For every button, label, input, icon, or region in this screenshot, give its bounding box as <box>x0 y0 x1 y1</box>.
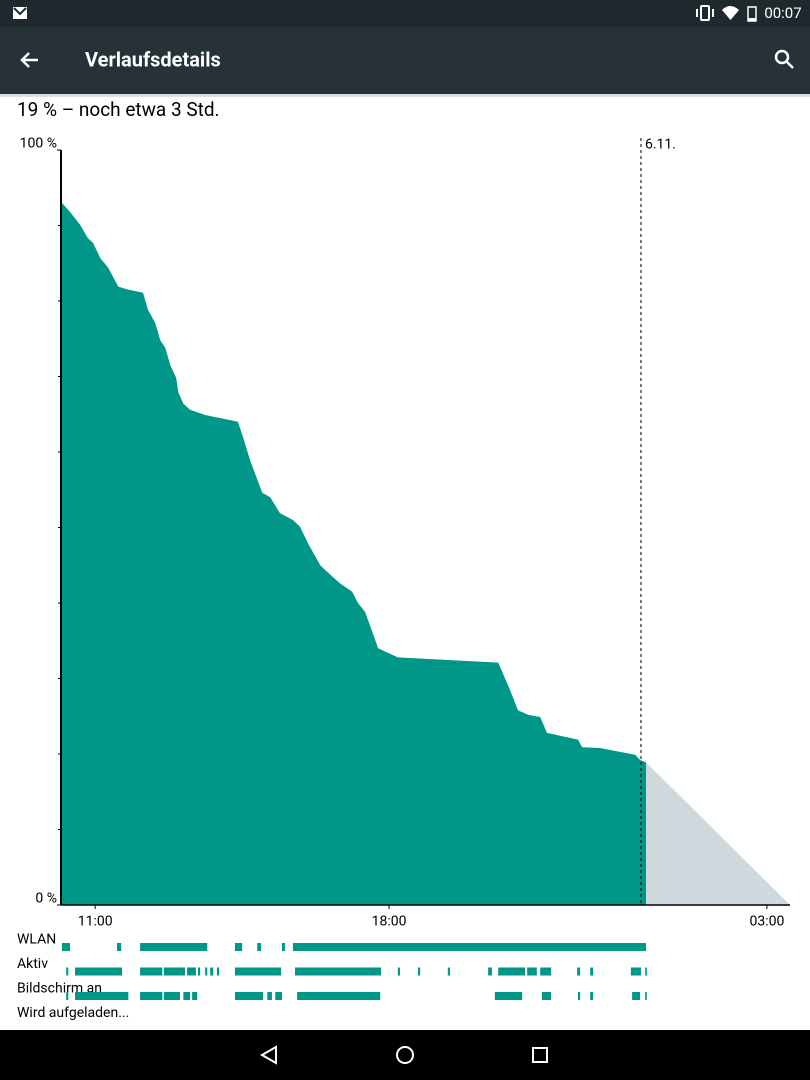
track-interval <box>187 967 196 976</box>
date-marker-label: 6.11. <box>645 137 676 153</box>
status-bar <box>0 0 810 27</box>
y-tick-label: 100 % <box>20 136 57 152</box>
status-time: 00:07 <box>764 4 801 22</box>
track-interval <box>645 967 647 976</box>
summary-text: 19 % – noch etwa 3 Std. <box>17 98 220 121</box>
app-bar-shadow <box>0 94 810 97</box>
track-interval <box>205 967 208 976</box>
nav-bar <box>0 1030 810 1080</box>
track-interval <box>66 967 69 976</box>
track-interval <box>234 967 282 976</box>
track-interval <box>488 967 492 976</box>
track-interval <box>140 943 208 951</box>
track-interval <box>540 967 552 976</box>
track-interval <box>116 943 122 951</box>
track-interval <box>577 992 581 1000</box>
x-tick-label: 11:00 <box>78 914 113 930</box>
track-interval <box>140 992 163 1000</box>
track-interval <box>281 943 285 951</box>
track-interval <box>267 992 272 1000</box>
track-interval <box>397 967 400 976</box>
track-interval <box>66 992 69 1000</box>
track-interval <box>541 992 552 1000</box>
track-interval <box>62 943 70 951</box>
track-interval <box>295 967 382 976</box>
track-label: Wird aufgeladen... <box>17 1005 129 1021</box>
track-interval <box>198 967 201 976</box>
track-interval <box>292 943 646 951</box>
track-interval <box>498 967 526 976</box>
track-interval <box>275 992 282 1000</box>
track-interval <box>257 943 262 951</box>
y-tick-label: 0 % <box>35 891 57 907</box>
status-icons <box>696 5 757 22</box>
track-interval <box>297 992 381 1000</box>
battery-chart: 0 %100 %11:00 18:00 03:006.11.WLANAktivBil… <box>17 136 790 1021</box>
track-interval <box>183 992 191 1000</box>
track-interval <box>192 992 198 1000</box>
search-button[interactable] <box>774 49 794 69</box>
track-interval <box>210 967 214 976</box>
track-interval <box>234 992 264 1000</box>
track-interval <box>164 992 180 1000</box>
track-interval <box>75 992 129 1000</box>
app-bar-title: Verlaufsdetails <box>85 47 221 71</box>
track-interval <box>75 967 123 976</box>
track-interval <box>577 967 581 976</box>
track-interval <box>164 967 186 976</box>
track-interval <box>590 992 594 1000</box>
track-label: WLAN <box>17 932 56 948</box>
track-interval <box>418 967 421 976</box>
track-interval <box>140 967 163 976</box>
track-interval <box>632 992 641 1000</box>
battery-level-area <box>62 202 646 906</box>
track-label: Aktiv <box>17 956 48 972</box>
x-tick-label: 03:00 <box>749 914 784 930</box>
app-bar <box>0 27 810 94</box>
track-interval <box>447 967 450 976</box>
track-interval <box>645 992 647 1000</box>
track-interval <box>216 967 220 976</box>
track-interval <box>527 967 537 976</box>
track-interval <box>630 967 641 976</box>
back-button[interactable] <box>20 52 38 68</box>
prediction-area <box>645 762 790 905</box>
mail-icon <box>13 7 27 19</box>
track-interval <box>234 943 243 951</box>
track-interval <box>590 967 594 976</box>
track-interval <box>494 992 523 1000</box>
x-tick-label: 18:00 <box>372 914 407 930</box>
nav-buttons[interactable] <box>259 1045 548 1065</box>
